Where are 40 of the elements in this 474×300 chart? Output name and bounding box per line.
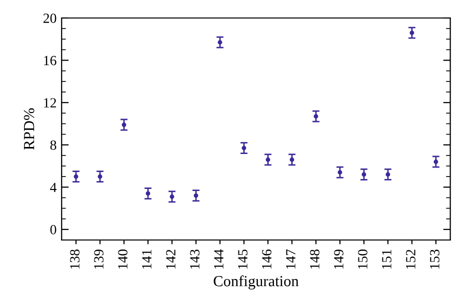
point xyxy=(314,114,318,119)
x-axis-title: Configuration xyxy=(214,275,299,290)
point xyxy=(338,170,342,175)
point xyxy=(146,191,150,196)
x-tick-label: 143 xyxy=(190,250,200,269)
x-tick-label: 152 xyxy=(406,250,416,269)
x-tick-label: 151 xyxy=(382,250,392,269)
x-tick-label: 153 xyxy=(430,250,440,269)
x-tick-label: 141 xyxy=(142,250,152,269)
point xyxy=(194,193,198,198)
point xyxy=(362,172,366,177)
point xyxy=(98,174,102,179)
x-tick-label: 149 xyxy=(334,250,344,269)
y-tick-label: 4 xyxy=(50,182,57,192)
x-tick-label: 147 xyxy=(286,249,296,269)
point xyxy=(386,172,390,177)
point xyxy=(410,30,414,36)
point xyxy=(74,174,78,179)
x-tick-label: 140 xyxy=(118,250,128,269)
y-axis-title: RPD% xyxy=(24,108,34,150)
x-tick-label: 148 xyxy=(310,250,320,269)
point xyxy=(434,160,438,164)
y-tick-label: 16 xyxy=(44,56,56,66)
y-tick-label: 0 xyxy=(50,225,56,234)
x-tick-label: 142 xyxy=(166,250,176,269)
point xyxy=(218,40,222,45)
x-tick-label: 139 xyxy=(94,250,104,269)
point xyxy=(170,194,174,199)
x-tick-label: 150 xyxy=(358,250,368,269)
y-tick-label: 8 xyxy=(50,140,56,150)
point xyxy=(290,157,294,162)
x-tick-label: 144 xyxy=(214,249,224,269)
x-tick-label: 145 xyxy=(238,250,248,269)
y-tick-label: 12 xyxy=(44,98,56,108)
point xyxy=(242,146,246,150)
y-tick-label: 20 xyxy=(43,14,56,23)
point xyxy=(266,157,270,162)
point xyxy=(122,122,126,127)
x-tick-label: 146 xyxy=(262,249,272,269)
x-tick-label: 138 xyxy=(70,250,80,269)
